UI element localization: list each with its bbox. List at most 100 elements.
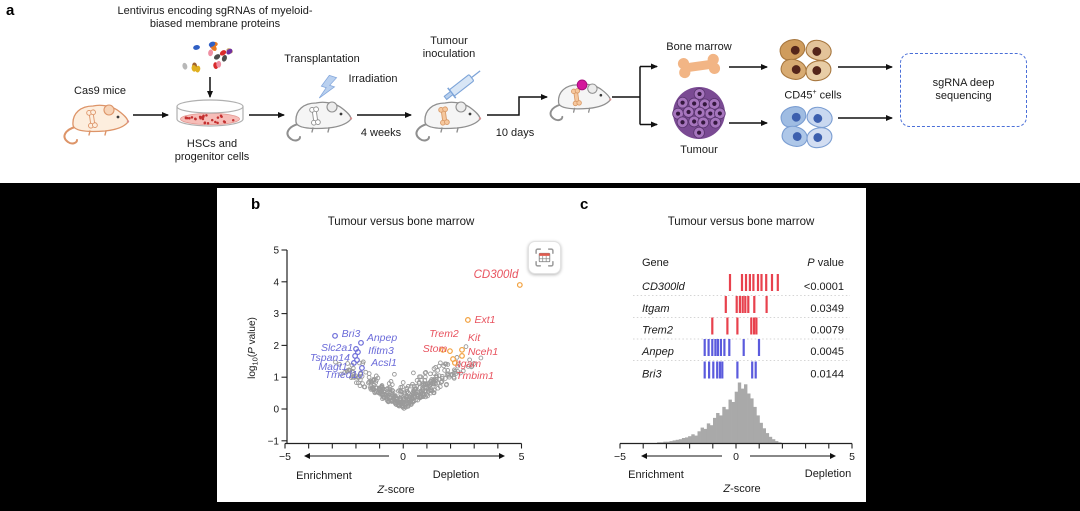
c-gene-name: CD300ld — [642, 281, 686, 293]
c-gene-name: Trem2 — [642, 325, 673, 337]
sgrna-tick — [736, 317, 739, 335]
sgrna-tick — [721, 361, 724, 379]
gene-label-CD300ld: CD300ld — [474, 269, 519, 281]
syringe-icon — [443, 70, 481, 101]
gene-point-Ifitm3 — [355, 349, 361, 355]
sgrna-tick — [724, 296, 727, 313]
b-y-tick-label: 2 — [273, 341, 279, 352]
sgrna-tick — [723, 339, 726, 356]
sgrna-tick — [718, 361, 722, 379]
tumour-bearing-mouse-icon — [549, 79, 612, 122]
bone-marrow-bone-icon — [677, 53, 721, 79]
sgrna-tick — [703, 361, 706, 379]
sgrna-sequencing-box: sgRNA deep sequencing — [900, 53, 1027, 127]
gene-point-Ext1 — [464, 317, 471, 323]
sgrna-tick — [714, 339, 717, 356]
gene-label-Anpep: Anpep — [366, 332, 398, 344]
sgrna-tick — [765, 274, 768, 291]
sgrna-tick — [742, 339, 745, 356]
c-gene-header: Gene — [642, 257, 669, 269]
sgrna-tick — [765, 296, 768, 313]
gene-label-Magt1: Magt1 — [318, 361, 347, 373]
gene-label-Stom: Stom — [423, 343, 448, 355]
sgrna-tick — [776, 274, 779, 291]
gene-point-CD300ld — [516, 282, 523, 288]
sgrna-tick — [736, 361, 739, 379]
gene-point-Kit — [459, 346, 465, 353]
table-capture-button[interactable] — [528, 241, 561, 274]
table-capture-icon — [535, 248, 554, 267]
b-xaxis-title: Z-score — [376, 484, 414, 496]
sgrna-tick — [750, 317, 753, 335]
petri-dish-icon — [176, 99, 244, 127]
gene-point-Magt1 — [351, 359, 357, 366]
sgrna-tick — [756, 274, 760, 291]
gene-label-Ext1: Ext1 — [474, 314, 495, 326]
c-p-value: 0.0045 — [810, 346, 844, 358]
cd45-cells-tumour-icon — [780, 106, 833, 149]
b-y-tick-label: 1 — [273, 373, 279, 384]
gene-point-Nceh1 — [459, 352, 465, 359]
sgrna-tick — [744, 274, 748, 291]
sgrna-tick — [711, 339, 714, 356]
c-x-tick-label: 5 — [849, 451, 855, 463]
b-background-points — [333, 344, 484, 411]
sgrna-tick — [751, 361, 754, 379]
b-x-tick-label: 5 — [519, 451, 525, 463]
panel-a-letter: a — [6, 2, 15, 19]
b-y-tick-label: 5 — [273, 246, 279, 257]
transplanted-mouse-icon — [286, 101, 353, 142]
sgrna-tick — [770, 274, 774, 291]
hsc-caption: HSCs and progenitor cells — [174, 138, 250, 163]
panel-c-letter: c — [580, 196, 589, 213]
ten-days-connector-arrow — [487, 94, 548, 116]
gene-label-Trem2: Trem2 — [429, 328, 459, 340]
bone-in-mouse-icon — [309, 106, 321, 126]
panel-b-title: Tumour versus bone marrow — [327, 216, 475, 228]
sgrna-tick — [711, 317, 714, 335]
sgrna-tick — [757, 339, 761, 356]
sgrna-tick — [752, 274, 755, 291]
gene-point-Tmbim1 — [452, 359, 458, 366]
sgrna-tick — [703, 339, 706, 356]
c-row-Itgam — [724, 296, 768, 313]
c-p-value: <0.0001 — [804, 281, 844, 293]
b-y-tick-label: −1 — [268, 436, 280, 447]
sgrna-tick — [707, 339, 710, 356]
sgrna-tick — [728, 274, 732, 291]
sgrna-tick — [738, 296, 741, 313]
c-depletion-label: Depletion — [805, 468, 851, 480]
sgrna-tick — [735, 296, 738, 313]
lentivirus-caption: Lentivirus encoding sgRNAs of myeloid- b… — [117, 5, 313, 30]
b-enrichment-label: Enrichment — [296, 470, 352, 482]
sgrna-tick — [728, 339, 731, 356]
sgrna-tick — [754, 361, 757, 379]
gene-label-Tmbim1: Tmbim1 — [456, 370, 494, 382]
b-y-tick-label: 0 — [273, 405, 279, 416]
gene-label-Ifitm3: Ifitm3 — [368, 345, 394, 357]
sgrna-tick — [747, 296, 750, 313]
c-x-tick-label: −5 — [614, 451, 626, 463]
bone-marrow-label: Bone marrow — [666, 41, 732, 53]
c-gene-name: Bri3 — [642, 369, 662, 381]
panel-bc-figure-box: 5 4 3 2 1 0 −1 −5 0 5 Enrichment Depletion Z-score lo… — [217, 188, 866, 502]
sgrna-tick — [726, 317, 729, 335]
c-gene-name: Itgam — [642, 303, 670, 315]
b-x-tick-label: 0 — [400, 451, 406, 463]
tumour-sphere-icon — [672, 87, 726, 139]
panel-c-title: Tumour versus bone marrow — [667, 216, 815, 228]
bone-in-mouse-icon — [86, 109, 98, 129]
cd45-cells-bone-marrow-icon — [779, 39, 832, 82]
b-depletion-label: Depletion — [433, 469, 479, 481]
gene-label-Tspan14: Tspan14 — [310, 352, 350, 364]
c-row-CD300ld — [728, 274, 779, 291]
sgrna-tick — [753, 317, 756, 335]
c-row-Anpep — [703, 339, 761, 356]
b-enriched-genes: Bri3 Anpep Slc2a1 Ifitm3 Tspan14 Acsl1 Magt1Tm… — [310, 328, 397, 381]
sgrna-tick — [741, 296, 744, 313]
panel-b-letter: b — [251, 196, 261, 213]
sgrna-tick — [740, 274, 744, 291]
transplantation-label: Transplantation — [284, 53, 360, 65]
